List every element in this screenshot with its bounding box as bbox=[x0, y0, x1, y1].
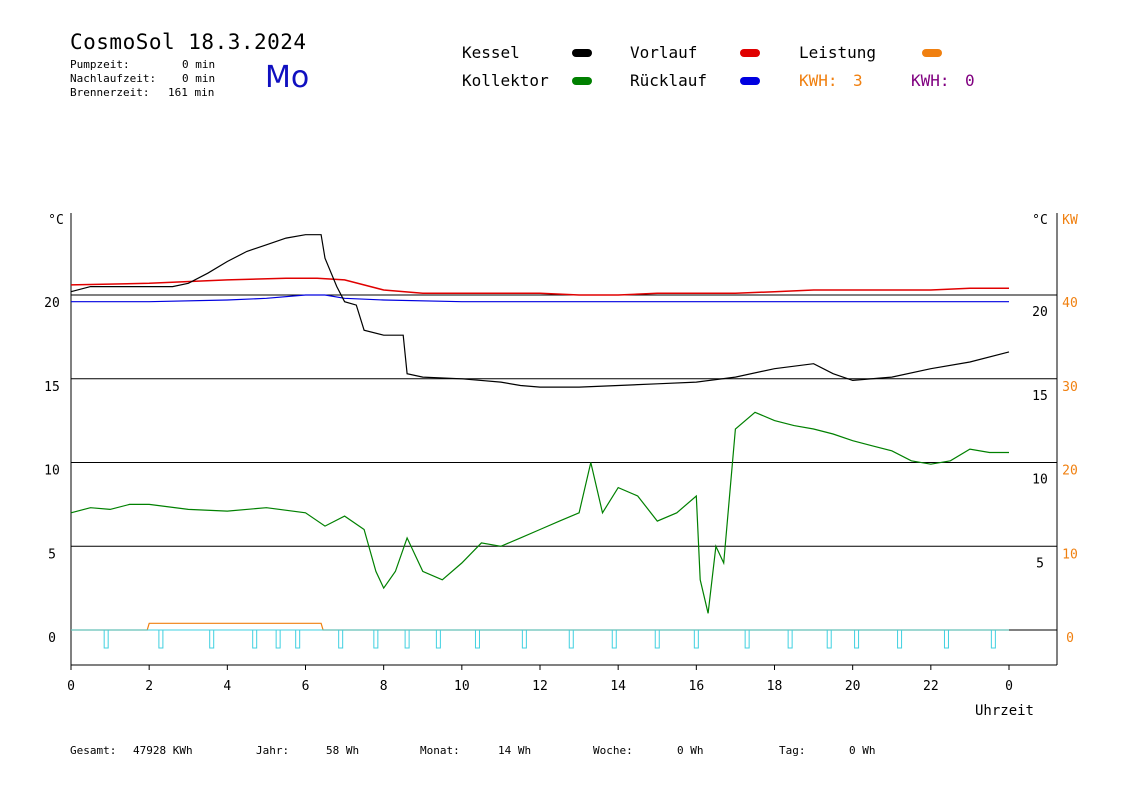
legend-kollektor-swatch bbox=[572, 77, 592, 85]
legend-kwh-solar-label: KWH: bbox=[799, 71, 838, 90]
pump-marker bbox=[943, 629, 949, 649]
y-left-tick-label: 15 bbox=[44, 380, 60, 395]
x-tick-label: 0 bbox=[1005, 679, 1013, 694]
stat-label-pumpzeit: Pumpzeit: bbox=[70, 58, 130, 71]
pump-marker bbox=[373, 629, 379, 649]
x-tick-label: 10 bbox=[454, 679, 470, 694]
footer-jahr-label: Jahr: bbox=[256, 744, 290, 757]
legend-leistung-label: Leistung bbox=[799, 43, 877, 62]
x-tick-label: 18 bbox=[767, 679, 783, 694]
pump-marker bbox=[897, 629, 903, 649]
legend-ruecklauf-swatch bbox=[740, 77, 760, 85]
y-right-kw-tick-label: 30 bbox=[1062, 380, 1078, 395]
y-left-tick-label: 10 bbox=[44, 464, 60, 479]
pump-marker bbox=[158, 629, 164, 649]
chart-labels: 0 2 4 6 8 10 12 14 16 18 20 22 0 Uhrzeit 0 5 10 15 20 °C 5 10… bbox=[44, 213, 1078, 719]
y-right-kw-tick-label: 20 bbox=[1062, 464, 1078, 479]
y-right-celsius-tick-label: 20 bbox=[1032, 305, 1048, 320]
y-left-tick-label: 5 bbox=[48, 547, 56, 562]
footer-woche-label: Woche: bbox=[593, 744, 633, 757]
y-right-kw-unit: KW bbox=[1062, 213, 1078, 228]
pump-marker bbox=[611, 629, 617, 649]
footer-jahr-value: 58 Wh bbox=[326, 744, 360, 757]
series-kollektor-line bbox=[70, 411, 1009, 614]
y-right-kw-tick-label: 10 bbox=[1062, 547, 1078, 562]
y-right-celsius-tick-label: 5 bbox=[1036, 556, 1044, 571]
pump-marker bbox=[103, 629, 109, 649]
x-tick-label: 0 bbox=[67, 679, 75, 694]
y-right-kw-tick-label: 0 bbox=[1066, 631, 1074, 646]
x-tick-label: 22 bbox=[923, 679, 939, 694]
y-right-celsius-tick-label: 10 bbox=[1032, 473, 1048, 488]
y-right-celsius-unit: °C bbox=[1032, 213, 1048, 228]
x-tick-label: 20 bbox=[845, 679, 861, 694]
x-tick-label: 4 bbox=[223, 679, 231, 694]
y-left-tick-label: 20 bbox=[44, 296, 60, 311]
stat-label-nachlaufzeit: Nachlaufzeit: bbox=[70, 72, 157, 85]
series-kessel-line bbox=[70, 234, 1010, 388]
pump-marker bbox=[826, 629, 832, 649]
weekday-label: Mo bbox=[265, 60, 310, 95]
legend-vorlauf-swatch bbox=[740, 49, 760, 57]
pump-marker bbox=[404, 629, 410, 649]
y-left-tick-label: 0 bbox=[48, 631, 56, 646]
x-tick-label: 12 bbox=[532, 679, 548, 694]
stat-value-nachlaufzeit: 0 min bbox=[182, 72, 216, 85]
legend-kessel-swatch bbox=[572, 49, 592, 57]
pump-marker bbox=[654, 629, 660, 649]
footer-woche-value: 0 Wh bbox=[677, 744, 704, 757]
pump-marker bbox=[209, 629, 215, 649]
pump-marker bbox=[474, 629, 480, 649]
chart-grid bbox=[71, 294, 1057, 631]
x-tick-label: 8 bbox=[380, 679, 388, 694]
series-ruecklauf-line bbox=[71, 294, 1009, 303]
x-tick-label: 2 bbox=[145, 679, 153, 694]
pump-marker bbox=[252, 629, 258, 649]
chart-axes bbox=[70, 213, 1058, 670]
pump-marker bbox=[435, 629, 441, 649]
footer-tag-value: 0 Wh bbox=[849, 744, 876, 757]
legend-kwh-other-value: 0 bbox=[965, 71, 975, 90]
series-vorlauf-line bbox=[70, 277, 1009, 296]
legend-kwh-other-label: KWH: bbox=[911, 71, 950, 90]
legend-kwh-solar-value: 3 bbox=[853, 71, 863, 90]
pump-markers bbox=[71, 629, 1009, 649]
pump-marker bbox=[338, 629, 344, 649]
pump-marker bbox=[744, 629, 750, 649]
footer-monat-label: Monat: bbox=[420, 744, 460, 757]
x-tick-label: 16 bbox=[689, 679, 705, 694]
y-right-kw-tick-label: 40 bbox=[1062, 296, 1078, 311]
footer-monat-value: 14 Wh bbox=[498, 744, 532, 757]
series-leistung-line bbox=[71, 622, 1009, 631]
page-title: CosmoSol 18.3.2024 bbox=[70, 30, 307, 54]
stat-label-brennerzeit: Brennerzeit: bbox=[70, 86, 150, 99]
legend-vorlauf-label: Vorlauf bbox=[630, 43, 698, 62]
legend-leistung-swatch bbox=[922, 49, 942, 57]
pump-marker bbox=[693, 629, 699, 649]
y-right-celsius-tick-label: 15 bbox=[1032, 389, 1048, 404]
chart-series bbox=[70, 234, 1010, 631]
stat-value-brennerzeit: 161 min bbox=[168, 86, 215, 99]
pump-marker bbox=[275, 629, 281, 649]
pump-marker bbox=[521, 629, 527, 649]
y-left-unit: °C bbox=[48, 213, 64, 228]
pump-marker bbox=[854, 629, 860, 649]
x-axis-title: Uhrzeit bbox=[975, 703, 1034, 719]
footer-tag-label: Tag: bbox=[779, 744, 806, 757]
x-tick-label: 14 bbox=[610, 679, 626, 694]
pump-marker bbox=[568, 629, 574, 649]
legend-kollektor-label: Kollektor bbox=[462, 71, 549, 90]
pump-marker bbox=[787, 629, 793, 649]
x-tick-label: 6 bbox=[302, 679, 310, 694]
stat-value-pumpzeit: 0 min bbox=[182, 58, 216, 71]
footer-gesamt-value: 47928 KWh bbox=[133, 744, 193, 757]
pump-marker bbox=[990, 629, 996, 649]
pump-marker bbox=[295, 629, 301, 649]
legend-kessel-label: Kessel bbox=[462, 43, 520, 62]
footer-gesamt-label: Gesamt: bbox=[70, 744, 117, 757]
legend-ruecklauf-label: Rücklauf bbox=[630, 71, 708, 90]
